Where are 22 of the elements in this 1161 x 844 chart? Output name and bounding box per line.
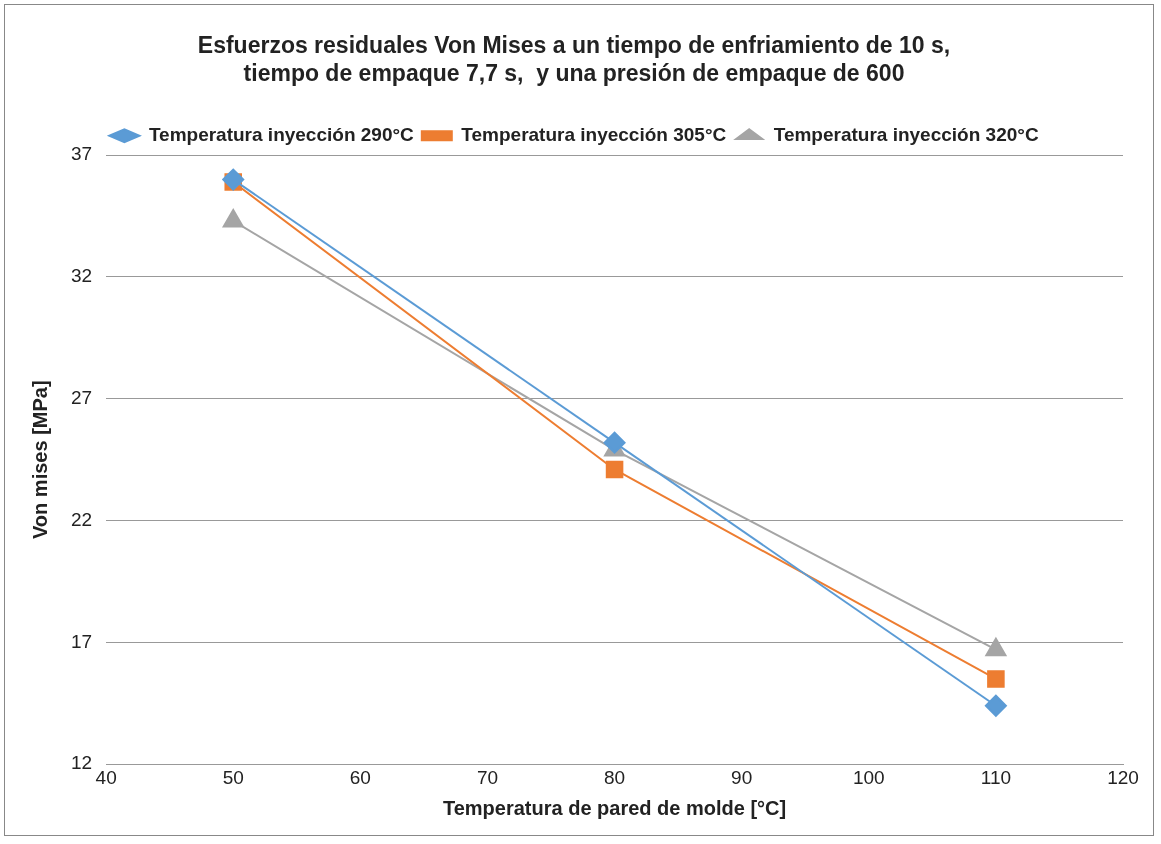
y-tick-label: 22 xyxy=(70,508,93,530)
text: tiempo de empaque 7,7 s, y una presión de empaque de 600 xyxy=(243,59,905,86)
text: Esfuerzos residuales Von Mises a un tiempo de enfriamiento de 10 s, xyxy=(197,32,951,59)
x-tick-label: 100 xyxy=(852,766,885,788)
x-tick-label: 50 xyxy=(222,766,244,788)
y-tick-label: 32 xyxy=(70,265,93,287)
x-tick-label: 70 xyxy=(476,766,499,788)
x-tick-label: 80 xyxy=(604,766,626,788)
y-tick-label: 12 xyxy=(70,752,93,774)
x-axis-title: Temperatura de pared de molde [°C] xyxy=(442,796,787,819)
x-tick-label: 120 xyxy=(1107,766,1139,788)
x-tick-label: 110 xyxy=(980,766,1012,788)
x-tick-label: 40 xyxy=(95,766,117,788)
y-tick-label: 17 xyxy=(70,630,93,652)
y-axis-title: Von mises [MPa] xyxy=(28,380,51,539)
legend-label: Temperatura inyección 305°C xyxy=(461,123,727,145)
legend-label: Temperatura inyección 320°C xyxy=(773,123,1039,145)
y-tick-label: 27 xyxy=(70,387,93,409)
legend-label: Temperatura inyección 290°C xyxy=(148,123,415,145)
x-tick-label: 90 xyxy=(731,766,753,788)
x-tick-label: 60 xyxy=(349,766,371,788)
y-tick-label: 37 xyxy=(70,143,93,165)
